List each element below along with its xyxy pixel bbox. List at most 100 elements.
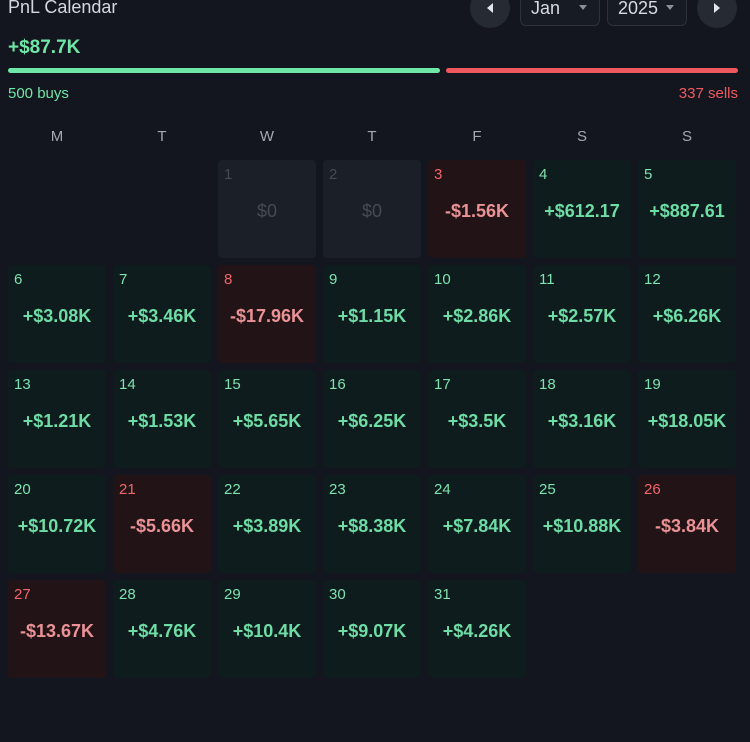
day-pnl-value: +$10.72K [17, 516, 97, 536]
day-cell[interactable]: 13 +$1.21K [8, 370, 106, 468]
day-cell[interactable]: 31 +$4.26K [428, 580, 526, 678]
day-number: 15 [224, 376, 241, 393]
day-pnl-value: +$4.76K [127, 621, 197, 641]
day-pnl-value: +$6.26K [652, 306, 722, 326]
day-number: 14 [119, 376, 136, 393]
day-pnl-value: +$2.57K [547, 306, 617, 326]
day-cell[interactable]: 10 +$2.86K [428, 265, 526, 363]
day-number: 16 [329, 376, 346, 393]
day-cell[interactable]: 27 -$13.67K [8, 580, 106, 678]
day-cell[interactable]: 20 +$10.72K [8, 475, 106, 573]
day-cell[interactable]: 21 -$5.66K [113, 475, 211, 573]
day-number: 18 [539, 376, 556, 393]
day-cell[interactable]: 16 +$6.25K [323, 370, 421, 468]
day-pnl-value: +$1.15K [337, 306, 407, 326]
day-number: 26 [644, 481, 661, 498]
day-cell[interactable]: 30 +$9.07K [323, 580, 421, 678]
day-cell[interactable]: 2 $0 [323, 160, 421, 258]
day-cell[interactable]: 1 $0 [218, 160, 316, 258]
day-cell[interactable]: 19 +$18.05K [638, 370, 736, 468]
day-cell[interactable]: 5 +$887.61 [638, 160, 736, 258]
day-cell[interactable]: 17 +$3.5K [428, 370, 526, 468]
day-cell[interactable]: 15 +$5.65K [218, 370, 316, 468]
day-pnl-value: +$3.5K [447, 411, 507, 431]
month-select[interactable]: Jan [520, 0, 600, 26]
day-cell[interactable]: 24 +$7.84K [428, 475, 526, 573]
day-number: 8 [224, 271, 233, 288]
day-number: 17 [434, 376, 451, 393]
day-pnl-value: +$3.08K [22, 306, 92, 326]
day-pnl-value: -$17.96K [229, 306, 305, 326]
chevron-right-icon [714, 3, 720, 13]
day-pnl-value: +$5.65K [232, 411, 302, 431]
day-cell[interactable]: 18 +$3.16K [533, 370, 631, 468]
next-month-button[interactable] [697, 0, 737, 28]
day-pnl-value: $0 [361, 201, 383, 221]
day-pnl-value: +$10.4K [232, 621, 302, 641]
day-cell[interactable]: 7 +$3.46K [113, 265, 211, 363]
day-number: 25 [539, 481, 556, 498]
day-number: 10 [434, 271, 451, 288]
day-pnl-value: $0 [256, 201, 278, 221]
day-number: 3 [434, 166, 443, 183]
day-cell[interactable]: 8 -$17.96K [218, 265, 316, 363]
day-cell[interactable]: 22 +$3.89K [218, 475, 316, 573]
day-pnl-value: +$9.07K [337, 621, 407, 641]
day-number: 24 [434, 481, 451, 498]
day-number: 2 [329, 166, 338, 183]
day-number: 31 [434, 586, 451, 603]
day-number: 29 [224, 586, 241, 603]
calendar-title: PnL Calendar [8, 0, 118, 17]
day-number: 11 [539, 271, 555, 288]
day-cell[interactable]: 6 +$3.08K [8, 265, 106, 363]
day-cell[interactable]: 3 -$1.56K [428, 160, 526, 258]
day-cell[interactable]: 25 +$10.88K [533, 475, 631, 573]
day-number: 19 [644, 376, 661, 393]
day-pnl-value: +$3.89K [232, 516, 302, 536]
day-cell[interactable]: 12 +$6.26K [638, 265, 736, 363]
day-cell[interactable]: 4 +$612.17 [533, 160, 631, 258]
day-cell[interactable]: 9 +$1.15K [323, 265, 421, 363]
day-pnl-value: +$887.61 [649, 201, 725, 221]
chevron-down-icon [579, 5, 587, 10]
weekday-label: W [259, 128, 275, 145]
day-pnl-value: -$1.56K [444, 201, 510, 221]
day-pnl-value: +$8.38K [337, 516, 407, 536]
day-number: 23 [329, 481, 346, 498]
day-number: 21 [119, 481, 136, 498]
chevron-left-icon [487, 3, 493, 13]
weekday-label: M [50, 128, 64, 145]
day-pnl-value: +$10.88K [542, 516, 622, 536]
day-pnl-value: +$1.21K [22, 411, 92, 431]
day-number: 5 [644, 166, 653, 183]
day-number: 13 [14, 376, 31, 393]
year-select[interactable]: 2025 [607, 0, 687, 26]
day-pnl-value: +$4.26K [442, 621, 512, 641]
day-number: 28 [119, 586, 136, 603]
day-cell[interactable]: 26 -$3.84K [638, 475, 736, 573]
weekday-label: T [157, 128, 167, 145]
day-cell[interactable]: 11 +$2.57K [533, 265, 631, 363]
weekday-label: S [576, 128, 587, 145]
day-number: 9 [329, 271, 338, 288]
month-select-value: Jan [531, 0, 561, 18]
day-pnl-value: -$3.84K [654, 516, 720, 536]
prev-month-button[interactable] [470, 0, 510, 28]
day-number: 4 [539, 166, 548, 183]
day-number: 1 [224, 166, 233, 183]
day-pnl-value: +$3.16K [547, 411, 617, 431]
day-pnl-value: +$612.17 [544, 201, 620, 221]
day-pnl-value: +$3.46K [127, 306, 197, 326]
day-cell[interactable]: 29 +$10.4K [218, 580, 316, 678]
sells-bar [446, 68, 738, 73]
day-cell[interactable]: 28 +$4.76K [113, 580, 211, 678]
weekday-label: F [472, 128, 482, 145]
day-pnl-value: -$13.67K [19, 621, 95, 641]
day-cell[interactable]: 23 +$8.38K [323, 475, 421, 573]
day-pnl-value: -$5.66K [129, 516, 195, 536]
day-number: 30 [329, 586, 346, 603]
buys-bar [8, 68, 440, 73]
day-cell[interactable]: 14 +$1.53K [113, 370, 211, 468]
day-number: 20 [14, 481, 31, 498]
day-pnl-value: +$6.25K [337, 411, 407, 431]
